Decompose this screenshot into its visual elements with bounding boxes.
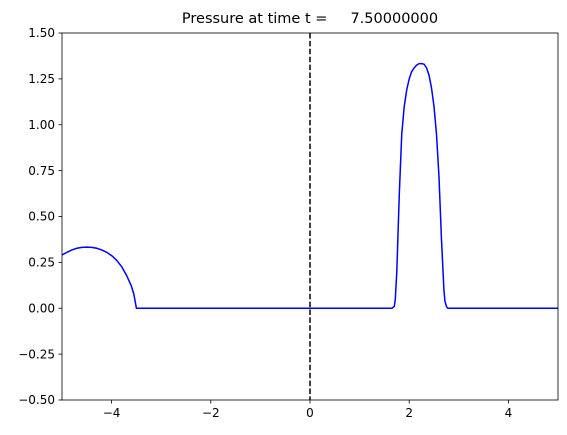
y-tick-label: 1.00: [28, 118, 55, 132]
x-tick-label: −2: [202, 406, 220, 420]
plot-area: −4 −2 0 2 4 −0.50 −0.25 0.00 0.25 0.50 0.75 1.00 1.2…: [18, 26, 559, 420]
y-tick-label: 0.25: [28, 256, 55, 270]
y-tick-label: 0.50: [28, 210, 55, 224]
x-tick-label: 2: [405, 406, 413, 420]
y-tick-label: 1.25: [28, 72, 55, 86]
y-tick-label: −0.25: [18, 347, 55, 361]
y-tick-label: 0.00: [28, 301, 55, 315]
x-tick-label: 0: [306, 406, 314, 420]
y-tick-label: 1.50: [28, 26, 55, 40]
x-tick-label: −4: [103, 406, 121, 420]
series-line-0: [62, 62, 558, 309]
y-tick-label: 0.75: [28, 164, 55, 178]
x-tick-label: 4: [505, 406, 513, 420]
chart-title: Pressure at time t = 7.50000000: [182, 11, 438, 27]
y-tick-label: −0.50: [18, 393, 55, 407]
